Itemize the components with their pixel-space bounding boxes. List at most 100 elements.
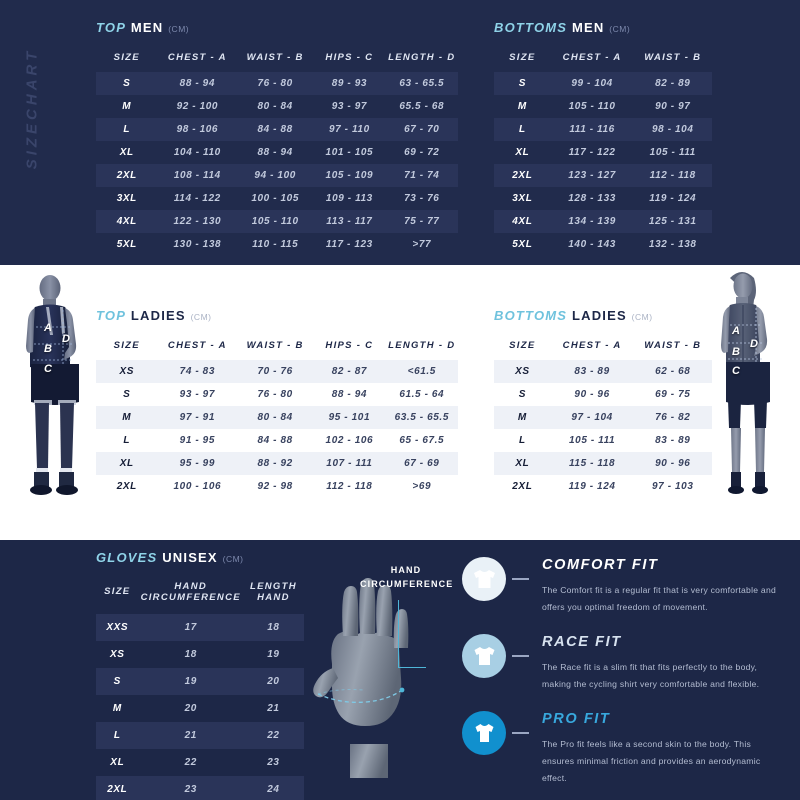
table-header-row: SIZE CHEST - A WAIST - B bbox=[494, 46, 712, 72]
female-model-figure bbox=[721, 272, 770, 494]
cell-measurement: 24 bbox=[242, 775, 304, 800]
table-block-top-men: TOP MEN (CM) SIZE CHEST - A WAIST - B HIPS … bbox=[96, 20, 458, 256]
cell-measurement: 18 bbox=[242, 613, 304, 641]
cell-measurement: 105 - 111 bbox=[569, 435, 616, 446]
fit-name-race: RACE FIT bbox=[542, 634, 622, 650]
race-fit-icon bbox=[462, 634, 506, 678]
cell-size: 4XL bbox=[96, 210, 158, 233]
cell-measurement: 95 - 101 bbox=[313, 406, 386, 429]
fit-description-comfort: The Comfort fit is a regular fit that is… bbox=[542, 585, 777, 612]
column-header: WAIST - B bbox=[644, 340, 702, 351]
column-header: LENGTH HAND bbox=[250, 581, 297, 603]
cell-size: 3XL bbox=[512, 193, 533, 204]
column-header: SIZE bbox=[113, 52, 140, 63]
cell-measurement: 117 - 123 bbox=[325, 239, 373, 250]
cell-measurement: 134 - 139 bbox=[550, 210, 634, 233]
cell-measurement: 17 bbox=[138, 613, 243, 641]
cell-measurement: 20 bbox=[184, 702, 197, 714]
cell-measurement: 80 - 84 bbox=[237, 406, 314, 429]
column-header: WAIST - B bbox=[246, 340, 304, 351]
cell-measurement: 84 - 88 bbox=[237, 118, 314, 141]
cell-measurement: 93 - 97 bbox=[331, 101, 368, 112]
cell-measurement: 100 - 106 bbox=[173, 481, 222, 492]
cell-size: 5XL bbox=[116, 239, 137, 250]
cell-measurement: 128 - 133 bbox=[568, 193, 616, 204]
cell-size: XXS bbox=[96, 613, 139, 641]
cell-measurement: 84 - 88 bbox=[257, 435, 293, 446]
table-row: 2XL 23 24 bbox=[96, 775, 304, 800]
cell-size: L bbox=[96, 721, 139, 749]
cell-size: 2XL bbox=[512, 481, 533, 492]
table-row: XL 95 - 99 88 - 92 107 - 111 67 - 69 bbox=[96, 452, 458, 475]
column-header: SIZE bbox=[104, 586, 131, 598]
title-unit: (CM) bbox=[222, 554, 244, 564]
column-header: CHEST - A bbox=[167, 52, 227, 63]
cell-measurement: 95 - 99 bbox=[157, 452, 238, 475]
column-header: LENGTH - D bbox=[388, 340, 456, 351]
cell-size: XL bbox=[494, 452, 551, 475]
hand-illustration bbox=[313, 578, 409, 778]
column-header: SIZE bbox=[509, 52, 536, 63]
cell-measurement: 94 - 100 bbox=[237, 164, 314, 187]
cell-measurement: 80 - 84 bbox=[257, 101, 293, 112]
female-label-b: B bbox=[732, 346, 740, 358]
fit-connector-line bbox=[512, 655, 529, 657]
table-title-bottoms-men: BOTTOMS MEN (CM) bbox=[494, 20, 712, 35]
cell-measurement: 105 - 111 bbox=[649, 147, 696, 158]
cell-measurement: 83 - 89 bbox=[550, 360, 634, 383]
cell-measurement: 89 - 93 bbox=[313, 72, 386, 95]
cell-size: XS bbox=[494, 360, 551, 383]
cell-size: 3XL bbox=[116, 193, 137, 204]
cell-size: S bbox=[96, 667, 139, 695]
cell-measurement: 140 - 143 bbox=[568, 239, 616, 250]
column-header: HAND CIRCUMFERENCE bbox=[140, 581, 241, 603]
cell-measurement: 70 - 76 bbox=[237, 360, 314, 383]
cell-size: 2XL bbox=[494, 164, 551, 187]
cell-measurement: 69 - 75 bbox=[655, 389, 691, 400]
table-row: XL 115 - 118 90 - 96 bbox=[494, 452, 712, 475]
cell-size: M bbox=[96, 406, 158, 429]
table-row: L 105 - 111 83 - 89 bbox=[494, 429, 712, 452]
cell-measurement: 88 - 94 bbox=[331, 389, 368, 400]
size-table-bottoms-men: SIZE CHEST - A WAIST - B S 99 - 104 82 - 89 M 1… bbox=[494, 46, 712, 256]
cell-measurement: 23 bbox=[138, 775, 243, 800]
cell-measurement: 63 - 65.5 bbox=[385, 72, 458, 95]
table-row: 2XL 108 - 114 94 - 100 105 - 109 71 - 74 bbox=[96, 164, 458, 187]
cell-size: L bbox=[518, 435, 526, 446]
cell-measurement: 18 bbox=[184, 648, 197, 660]
cell-measurement: 122 - 130 bbox=[157, 210, 238, 233]
cell-measurement: 105 - 110 bbox=[568, 101, 616, 112]
cell-measurement: 19 bbox=[138, 667, 243, 695]
title-part-2: MEN bbox=[130, 20, 164, 35]
table-row: XL 117 - 122 105 - 111 bbox=[494, 141, 712, 164]
table-header-row: SIZE CHEST - A WAIST - B HIPS - C LENGTH - D bbox=[96, 334, 458, 360]
table-row: XL 104 - 110 88 - 94 101 - 105 69 - 72 bbox=[96, 141, 458, 164]
tshirt-icon bbox=[473, 570, 495, 588]
cell-size: 2XL bbox=[96, 164, 158, 187]
cell-measurement: 97 - 103 bbox=[652, 481, 694, 492]
fit-item-pro: PRO FIT The Pro fit feels like a second … bbox=[462, 711, 784, 786]
hand-diagram-caption: HAND CIRCUMFERENCE bbox=[360, 564, 452, 591]
cell-measurement: 108 - 114 bbox=[157, 164, 238, 187]
pro-fit-icon bbox=[462, 711, 506, 755]
column-header: CHEST - A bbox=[167, 340, 227, 351]
cell-size: L bbox=[96, 118, 158, 141]
male-label-b: B bbox=[44, 343, 52, 355]
cell-measurement: 119 - 124 bbox=[649, 193, 697, 204]
table-row: S 88 - 94 76 - 80 89 - 93 63 - 65.5 bbox=[96, 72, 458, 95]
column-header: SIZE bbox=[509, 340, 536, 351]
table-row: 2XL 119 - 124 97 - 103 bbox=[494, 475, 712, 498]
table-row: 4XL 122 - 130 105 - 110 113 - 117 75 - 77 bbox=[96, 210, 458, 233]
table-row: L 91 - 95 84 - 88 102 - 106 65 - 67.5 bbox=[96, 429, 458, 452]
cell-measurement: 109 - 113 bbox=[325, 193, 373, 204]
title-part-1: GLOVES bbox=[96, 550, 158, 565]
cell-measurement: 102 - 106 bbox=[325, 435, 374, 446]
cell-measurement: >77 bbox=[412, 239, 432, 250]
hand-leader-line bbox=[398, 600, 426, 668]
table-block-gloves: GLOVES UNISEX (CM) SIZE HAND CIRCUMFERENCE… bbox=[96, 550, 304, 800]
column-header: WAIST - B bbox=[644, 52, 702, 63]
cell-size: M bbox=[494, 406, 551, 429]
column-header: LENGTH - D bbox=[388, 52, 456, 63]
fit-types-list: COMFORT FIT The Comfort fit is a regular… bbox=[462, 552, 784, 786]
